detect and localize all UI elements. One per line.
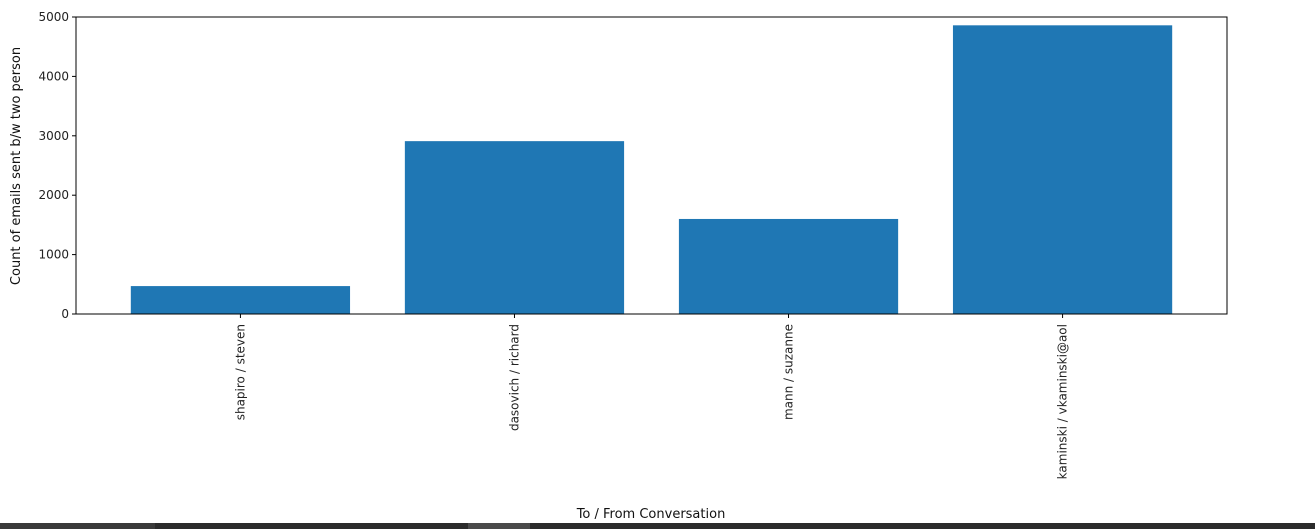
y-tick-label: 1000 bbox=[38, 248, 69, 262]
y-tick-label: 0 bbox=[61, 307, 69, 321]
horizontal-scrollbar[interactable] bbox=[0, 523, 1315, 529]
x-axis-label: To / From Conversation bbox=[576, 507, 726, 522]
y-tick-label: 3000 bbox=[38, 129, 69, 143]
x-tick-label: kaminski / vkaminski@aol bbox=[1056, 324, 1070, 479]
x-tick-label: shapiro / steven bbox=[233, 324, 247, 420]
plot-frame bbox=[75, 16, 1228, 315]
bars-group bbox=[130, 25, 1173, 314]
x-tick-label: dasovich / richard bbox=[507, 324, 521, 431]
bar-1 bbox=[404, 141, 625, 314]
bar-2 bbox=[678, 218, 899, 314]
bar-3 bbox=[952, 25, 1173, 314]
y-tick-label: 2000 bbox=[38, 188, 69, 202]
x-axis: shapiro / steven dasovich / richard mann /… bbox=[233, 314, 1070, 479]
y-axis: 0 1000 2000 3000 4000 5000 bbox=[38, 10, 76, 321]
x-tick-label: mann / suzanne bbox=[782, 324, 796, 420]
bar-0 bbox=[130, 286, 351, 314]
y-axis-label: Count of emails sent b/w two person bbox=[9, 47, 24, 285]
scrollbar-segment bbox=[0, 523, 155, 529]
y-tick-label: 4000 bbox=[38, 69, 69, 83]
y-tick-label: 5000 bbox=[38, 10, 69, 24]
scrollbar-thumb[interactable] bbox=[468, 523, 530, 529]
